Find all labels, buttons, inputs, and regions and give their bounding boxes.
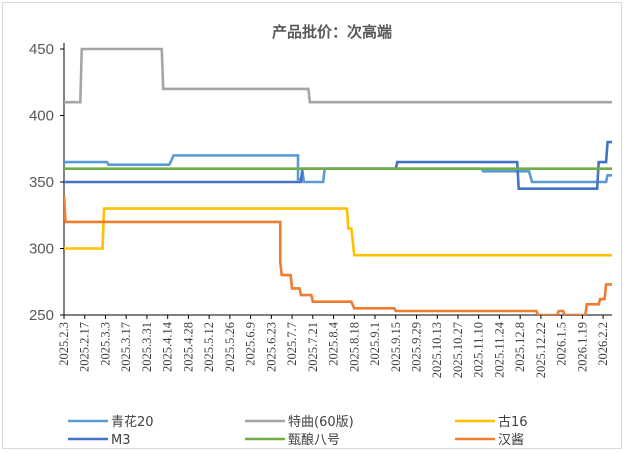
legend-label: M3 [111, 433, 131, 448]
x-tick-label: 2025.8.18 [347, 322, 361, 372]
x-tick-label: 2025.9.1 [368, 322, 382, 366]
x-tick-label: 2025.5.26 [223, 322, 237, 372]
x-tick-label: 2025.9.29 [409, 322, 423, 372]
legend: 青花20 特曲(60版) 古16 M3 甄酿八号 汉酱 [68, 414, 528, 448]
x-tick-label: 2025.3.31 [140, 322, 154, 372]
series-line-5 [64, 195, 612, 315]
x-tick-label: 2025.3.17 [119, 322, 133, 372]
x-tick-label: 2025.4.28 [181, 322, 195, 372]
y-tick-label: 400 [29, 108, 54, 125]
y-tick-label: 350 [29, 174, 54, 191]
x-tick-label: 2025.11.10 [472, 322, 486, 378]
x-tick-label: 2025.10.13 [430, 322, 444, 378]
x-tick-label: 2026.2.2 [596, 322, 610, 366]
y-tick-label: 300 [29, 241, 54, 258]
x-axis: 2025.2.3 2025.2.17 2025.3.3 2025.3.17 2025.3… [57, 314, 612, 378]
x-tick-label: 2025.12.22 [534, 322, 548, 378]
legend-label: 汉酱 [498, 433, 524, 448]
x-tick-label: 2025.7.21 [306, 322, 320, 372]
series-line-2 [64, 207, 612, 257]
x-tick-label: 2025.5.12 [202, 322, 216, 372]
series-line-0 [64, 154, 612, 184]
chart-frame: 产品批价：次高端 250 300 350 400 450 2025.2.3 2025.2.… [2, 2, 622, 449]
x-tick-label: 2025.7.7 [285, 322, 299, 366]
y-tick-label: 450 [29, 41, 54, 58]
x-tick-label: 2025.10.27 [451, 322, 465, 378]
x-tick-label: 2025.11.24 [492, 321, 506, 378]
legend-label: 古16 [498, 415, 528, 430]
x-tick-label: 2025.4.14 [161, 321, 175, 372]
y-axis: 250 300 350 400 450 [29, 41, 65, 324]
series-layer [64, 47, 612, 315]
chart-title: 产品批价：次高端 [272, 23, 392, 41]
x-tick-label: 2026.1.19 [575, 322, 589, 372]
x-tick-label: 2025.6.9 [244, 322, 258, 366]
x-tick-label: 2025.2.17 [78, 322, 92, 372]
legend-label: 特曲(60版) [288, 415, 354, 430]
legend-label: 甄酿八号 [288, 432, 340, 448]
x-tick-label: 2025.3.3 [98, 322, 112, 366]
x-tick-label: 2025.6.23 [264, 322, 278, 372]
x-tick-label: 2025.2.3 [57, 322, 71, 366]
x-tick-label: 2025.9.15 [389, 322, 403, 372]
x-tick-label: 2025.12.8 [513, 322, 527, 372]
legend-label: 青花20 [111, 414, 154, 430]
x-tick-label: 2025.8.4 [327, 321, 341, 366]
series-line-1 [64, 47, 612, 104]
series-line-3 [64, 140, 612, 190]
y-tick-label: 250 [29, 307, 54, 324]
x-tick-label: 2026.1.5 [555, 322, 569, 366]
